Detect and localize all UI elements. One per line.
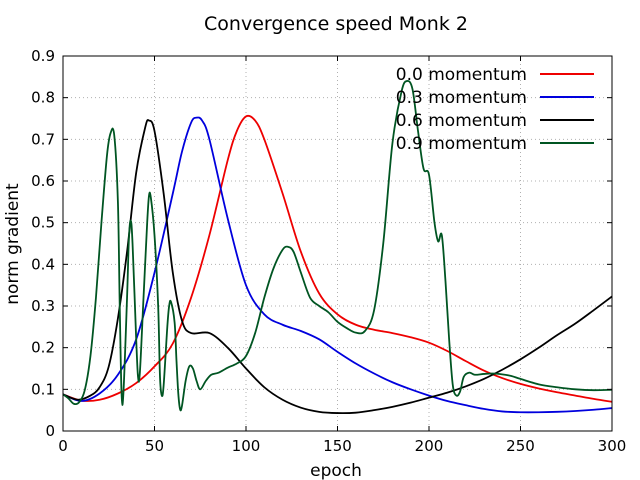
series-line-0-3-momentum — [62, 116, 613, 414]
chart-title: Convergence speed Monk 2 — [204, 13, 468, 35]
y-axis-label: norm gradient — [3, 183, 23, 305]
y-tick-label: 0.2 — [31, 339, 55, 357]
y-tick-label: 0.1 — [31, 380, 55, 398]
y-tick-label: 0.9 — [31, 47, 55, 65]
y-tick-label: 0.8 — [31, 89, 55, 107]
x-tick-label: 50 — [145, 437, 164, 455]
series-layer — [62, 80, 613, 415]
x-axis-label: epoch — [310, 461, 362, 480]
legend-label-0-0-momentum: 0.0 momentum — [396, 65, 527, 85]
tick-labels: 0 50 100 150 200 250 300 0 0.1 0.2 0.3 0.4 0.5 0.6 0.7… — [31, 47, 626, 455]
x-tick-label: 150 — [323, 437, 352, 455]
series-line-0-0-momentum — [62, 114, 613, 403]
y-tick-label: 0.6 — [31, 172, 55, 190]
legend: 0.0 momentum 0.3 momentum 0.6 momentum 0.9 … — [396, 65, 594, 154]
y-tick-label: 0.5 — [31, 214, 55, 232]
x-tick-label: 100 — [232, 437, 261, 455]
y-tick-label: 0.4 — [31, 255, 55, 273]
x-tick-label: 0 — [58, 437, 68, 455]
x-tick-label: 300 — [598, 437, 627, 455]
x-tick-label: 250 — [506, 437, 535, 455]
axis-ticks — [62, 55, 613, 432]
legend-label-0-6-momentum: 0.6 momentum — [396, 111, 527, 131]
x-tick-label: 200 — [415, 437, 444, 455]
y-tick-label: 0.7 — [31, 130, 55, 148]
series-line-0-6-momentum — [62, 119, 613, 415]
y-tick-label: 0 — [45, 422, 55, 440]
legend-label-0-9-momentum: 0.9 momentum — [396, 134, 527, 154]
y-tick-label: 0.3 — [31, 297, 55, 315]
legend-label-0-3-momentum: 0.3 momentum — [396, 88, 527, 108]
series-line-0-9-momentum — [62, 80, 613, 412]
